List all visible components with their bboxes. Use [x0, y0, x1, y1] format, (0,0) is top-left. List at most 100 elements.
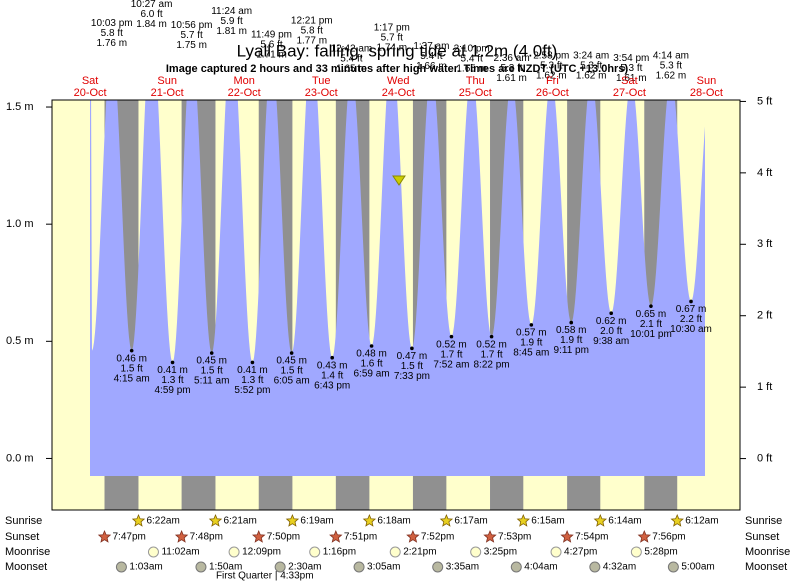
- day-date: 21-Oct: [151, 87, 184, 99]
- tide-point: [569, 320, 574, 325]
- tide-point: [410, 346, 414, 351]
- sunset-time: 7:56pm: [652, 532, 685, 543]
- day-name: Sat: [621, 75, 638, 87]
- high-m: 1.76 m: [96, 38, 127, 49]
- day-date: 23-Oct: [305, 87, 338, 99]
- moon-icon: [389, 546, 401, 558]
- low-ft: 2.0 ft: [600, 326, 622, 337]
- low-m: 0.57 m: [516, 328, 547, 339]
- tide-point: [689, 299, 693, 304]
- moonset-time: 2:30am: [288, 562, 321, 573]
- high-ft: 5.3 ft: [620, 63, 642, 74]
- moon-icon: [147, 546, 159, 558]
- tide-point: [289, 351, 294, 355]
- high-time: 10:03 pm: [91, 18, 133, 29]
- low-ft: 1.4 ft: [321, 370, 343, 381]
- moon-icon: [510, 561, 522, 573]
- day-name: Fri: [546, 75, 559, 87]
- high-time: 10:56 pm: [171, 20, 213, 31]
- low-ft: 1.5 ft: [201, 366, 223, 377]
- high-time: 12:42 am: [331, 44, 373, 55]
- low-time: 10:30 am: [670, 324, 712, 335]
- sun-icon: [329, 529, 343, 543]
- sunset-time: 7:54pm: [575, 532, 608, 543]
- tide-point: [609, 311, 614, 316]
- high-time: 2:58 pm: [533, 51, 569, 62]
- sun-icon: [637, 529, 652, 543]
- low-time: 8:45 am: [513, 348, 549, 359]
- day-date: 25-Oct: [459, 87, 492, 99]
- y-tick-label: 1.0 m: [6, 218, 34, 230]
- moonrise-time: 2:21pm: [403, 547, 436, 558]
- low-m: 0.45 m: [276, 356, 307, 367]
- low-m: 0.46 m: [116, 353, 147, 364]
- high-m: 1.62 m: [576, 71, 607, 82]
- high-m: 1.61 m: [616, 73, 647, 84]
- moon-icon: [228, 546, 240, 558]
- plot-frame: [51, 99, 741, 511]
- sunset-time: 7:50pm: [267, 532, 300, 543]
- high-m: 1.81 m: [216, 26, 247, 37]
- low-ft: 2.2 ft: [680, 314, 702, 325]
- low-ft: 1.7 ft: [440, 349, 462, 360]
- low-ft: 1.3 ft: [161, 375, 183, 386]
- row-label: Sunrise: [745, 515, 782, 527]
- high-time: 2:36 am: [494, 53, 530, 64]
- moonset-time: 4:04am: [524, 562, 557, 573]
- sun-icon: [670, 513, 684, 527]
- moonrise-time: 4:27pm: [564, 547, 597, 558]
- tide-point: [529, 323, 534, 327]
- day-name: Sat: [82, 75, 99, 87]
- y2-tick-label: 5 ft: [757, 95, 772, 107]
- high-m: 1.62 m: [536, 71, 567, 82]
- high-time: 4:14 am: [653, 51, 689, 62]
- low-m: 0.41 m: [157, 365, 188, 376]
- y2-tick-label: 1 ft: [757, 381, 772, 393]
- row-label: Sunset: [5, 531, 39, 543]
- sunrise-time: 6:15am: [531, 516, 564, 527]
- high-time: 1:37 am: [413, 41, 449, 52]
- day-date: 24-Oct: [382, 87, 415, 99]
- low-ft: 1.9 ft: [520, 338, 542, 349]
- moonrise-time: 11:02am: [161, 547, 199, 558]
- high-m: 1.65 m: [456, 64, 487, 75]
- high-m: 1.65 m: [336, 64, 367, 75]
- day-date: 27-Oct: [613, 87, 646, 99]
- moonrise-time: 12:09pm: [242, 547, 281, 558]
- high-m: 1.61 m: [496, 73, 527, 84]
- moon-icon: [630, 546, 642, 558]
- row-label: Moonrise: [5, 546, 50, 558]
- day-date: 22-Oct: [228, 87, 261, 99]
- day-name: Thu: [466, 75, 485, 87]
- high-ft: 5.3 ft: [500, 63, 522, 74]
- low-time: 5:52 pm: [234, 385, 270, 396]
- moonset-time: 3:35am: [446, 562, 479, 573]
- low-time: 6:05 am: [274, 376, 310, 387]
- low-m: 0.47 m: [397, 351, 428, 362]
- low-time: 10:01 pm: [630, 329, 672, 340]
- chart-title: Lyall Bay: falling, spring tide at 1.2m …: [237, 41, 558, 60]
- low-m: 0.52 m: [476, 339, 507, 350]
- moon-icon: [589, 561, 601, 573]
- sunrise-time: 6:22am: [146, 516, 179, 527]
- row-label: Sunset: [745, 531, 779, 543]
- low-time: 6:59 am: [354, 369, 390, 380]
- day-date: 26-Oct: [536, 87, 569, 99]
- tide-point: [449, 334, 454, 339]
- low-time: 4:15 am: [114, 373, 150, 384]
- moonset-time: 4:32am: [603, 562, 636, 573]
- y-tick-label: 0.0 m: [6, 452, 34, 464]
- day-name: Sun: [157, 75, 177, 87]
- tide-area: [90, 100, 705, 476]
- day-date: 28-Oct: [690, 87, 723, 99]
- high-ft: 6.0 ft: [140, 9, 162, 20]
- sun-icon: [208, 513, 223, 527]
- tide-point: [209, 351, 214, 355]
- sunset-time: 7:52pm: [421, 532, 454, 543]
- sunset-time: 7:47pm: [113, 532, 146, 543]
- sun-icon: [362, 513, 377, 527]
- low-ft: 1.7 ft: [480, 349, 502, 360]
- y-tick-label: 0.5 m: [6, 335, 34, 347]
- high-time: 1:17 pm: [374, 22, 410, 33]
- high-m: 1.71 m: [256, 49, 287, 60]
